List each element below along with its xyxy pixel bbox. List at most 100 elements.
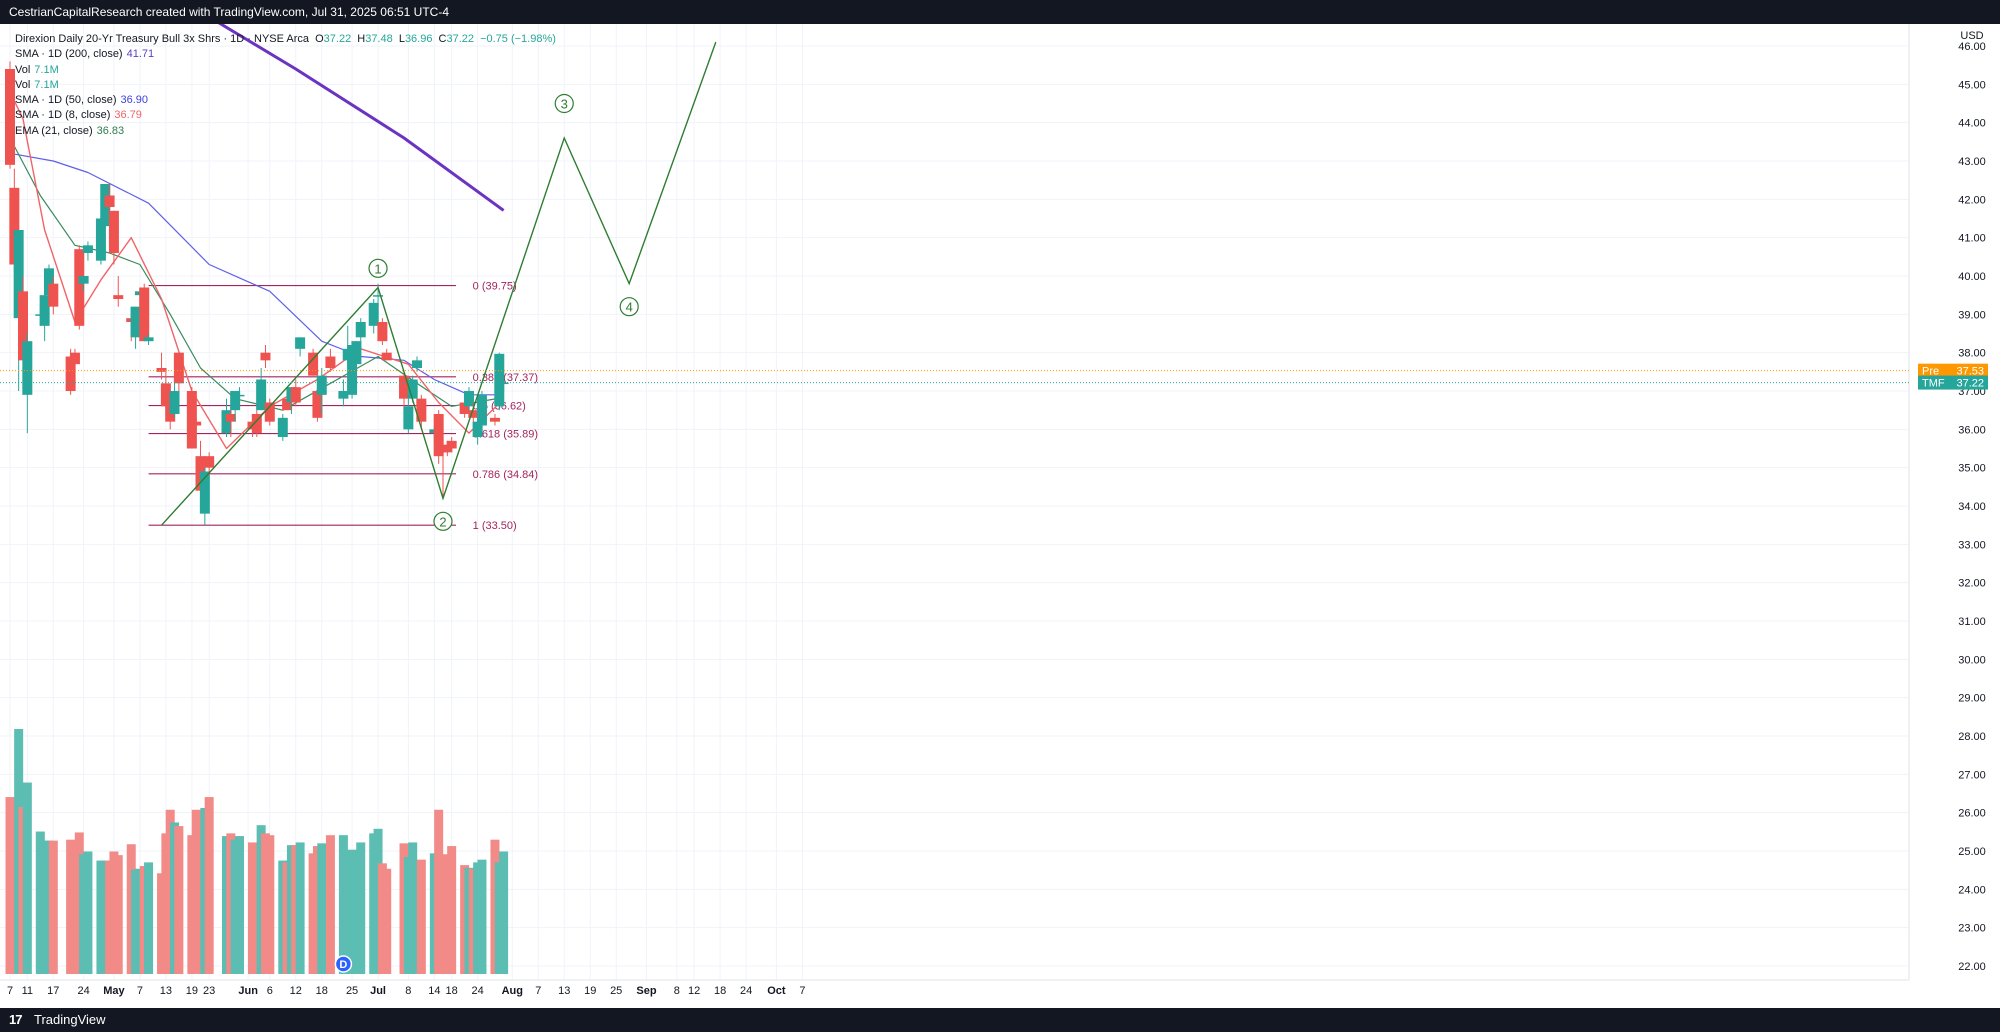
time-tick-label: 12 xyxy=(290,985,302,997)
price-tick-label: 45.00 xyxy=(1958,79,1986,91)
wave-label: 3 xyxy=(561,97,568,112)
tradingview-brand[interactable]: TradingView xyxy=(34,1012,106,1027)
ohlc-open-value: 37.22 xyxy=(323,33,352,45)
bottom-brand-bar: 17 TradingView xyxy=(0,1008,2000,1032)
indicator-name: SMA · 1D (8, close) xyxy=(15,109,111,122)
volume-bar xyxy=(83,851,93,974)
candle-body xyxy=(498,382,509,385)
candle-body xyxy=(312,391,323,418)
price-label-box xyxy=(1918,363,1988,378)
price-tick-label: 44.00 xyxy=(1958,118,1986,130)
candle-body xyxy=(130,306,141,338)
wave-label-circle xyxy=(368,258,388,278)
candle-body xyxy=(316,375,327,395)
legend-indicator-row[interactable]: Vol 7.1M xyxy=(15,78,556,93)
time-axis[interactable]: 7 11 17 24 May 7 13 19 23 Jun 6 12 18 25 Jul 8 14 18 24 Aug… xyxy=(7,985,806,997)
price-tick-label: 22.00 xyxy=(1958,961,1986,973)
candle-body xyxy=(377,322,388,342)
time-tick-label: 13 xyxy=(160,985,172,997)
time-tick-label: 19 xyxy=(186,985,198,997)
candle-body xyxy=(251,414,262,434)
volume-bar xyxy=(22,782,32,974)
price-tick-label: 34.00 xyxy=(1958,501,1986,513)
time-tick-label: Jun xyxy=(238,985,258,997)
wave-label: 4 xyxy=(626,300,633,315)
sma200-line xyxy=(217,24,505,212)
legend-indicator-row[interactable]: Vol 7.1M xyxy=(15,63,556,78)
candle-body xyxy=(156,368,167,372)
legend-indicator-row[interactable]: EMA (21, close) 36.83 xyxy=(15,124,556,139)
tradingview-logo-icon[interactable]: 17 xyxy=(9,1012,23,1027)
volume-bar xyxy=(295,842,305,974)
ohlc-low-value: 36.96 xyxy=(404,33,433,45)
ohlc-change: −0.75 (−1.98%) xyxy=(480,33,556,45)
volume-bar xyxy=(356,842,366,974)
time-tick-label: 18 xyxy=(446,985,458,997)
candle-body xyxy=(264,402,275,422)
volume-bar xyxy=(447,846,457,974)
candle-body xyxy=(204,456,215,468)
price-chart[interactable]: 0 (39.75)0.382 (37.37)0.5 (36.62)0.618 (… xyxy=(0,24,2000,1008)
candle-body xyxy=(225,414,236,422)
price-label-box xyxy=(1918,375,1988,390)
candle-body xyxy=(173,352,184,384)
candle-body xyxy=(43,268,54,296)
volume-bar xyxy=(113,855,123,974)
attribution-text: CestrianCapitalResearch created with Tra… xyxy=(9,5,450,19)
moving-averages xyxy=(9,24,505,450)
candle-body xyxy=(412,360,423,368)
candle-body xyxy=(468,410,479,418)
candle-body xyxy=(381,352,392,361)
time-tick-label: May xyxy=(103,985,125,997)
dividend-marker xyxy=(334,955,353,973)
time-tick-label: Aug xyxy=(502,985,523,997)
time-tick-label: 13 xyxy=(558,985,570,997)
elliott-wave-projection: 12345 xyxy=(0,41,1909,531)
ohlc-high-label: H xyxy=(357,33,366,45)
indicator-value: 7.1M xyxy=(34,63,59,76)
candle-body xyxy=(95,218,106,261)
candle-body xyxy=(143,337,154,342)
time-tick-label: 18 xyxy=(714,985,726,997)
price-tick-label: 31.00 xyxy=(1958,616,1986,628)
fib-level-label: 0.786 (34.84) xyxy=(473,469,538,481)
candle-body xyxy=(459,402,470,414)
candle-body xyxy=(256,379,267,411)
time-tick-label: 7 xyxy=(799,985,805,997)
time-tick-label: 25 xyxy=(346,985,358,997)
time-tick-label: 7 xyxy=(7,985,13,997)
time-tick-label: Oct xyxy=(767,985,786,997)
wave-label-circle xyxy=(619,297,639,317)
candle-body xyxy=(472,421,483,437)
wave-label: 1 xyxy=(374,261,381,276)
price-axis[interactable]: USD 22.00 23.00 24.00 25.00 26.00 27.00 28.00 29… xyxy=(1918,30,1988,973)
fib-level-label: 0.382 (37.37) xyxy=(473,372,538,384)
candle-body xyxy=(160,383,171,407)
price-tick-label: 46.00 xyxy=(1958,41,1986,53)
candle-body xyxy=(108,210,119,253)
symbol-title[interactable]: Direxion Daily 20-Yr Treasury Bull 3x Sh… xyxy=(15,33,310,45)
candle-body xyxy=(416,398,427,422)
time-tick-label: 18 xyxy=(316,985,328,997)
legend-indicator-row[interactable]: SMA · 1D (8, close) 36.79 xyxy=(15,108,556,123)
ohlc-close-value: 37.22 xyxy=(446,33,475,45)
time-tick-label: 24 xyxy=(77,985,89,997)
candle-body xyxy=(260,352,271,361)
chart-legend: Direxion Daily 20-Yr Treasury Bull 3x Sh… xyxy=(15,32,556,139)
volume-bar xyxy=(382,868,392,974)
volume-bar xyxy=(234,836,244,974)
price-tick-label: 24.00 xyxy=(1958,884,1986,896)
candle-body xyxy=(5,69,15,165)
volume-bar xyxy=(499,851,509,974)
legend-indicator-row[interactable]: SMA · 1D (50, close) 36.90 xyxy=(15,93,556,108)
volume-bar xyxy=(144,862,154,974)
price-tick-label: 42.00 xyxy=(1958,194,1986,206)
candle-body xyxy=(48,283,59,307)
time-tick-label: 23 xyxy=(203,985,215,997)
time-tick-label: 24 xyxy=(472,985,484,997)
legend-indicator-row[interactable]: SMA · 1D (200, close) 41.71 xyxy=(15,47,556,62)
candle-body xyxy=(489,417,500,422)
candle-body xyxy=(351,341,362,365)
ohlc-high-value: 37.48 xyxy=(365,33,393,45)
candle-body xyxy=(373,295,384,297)
